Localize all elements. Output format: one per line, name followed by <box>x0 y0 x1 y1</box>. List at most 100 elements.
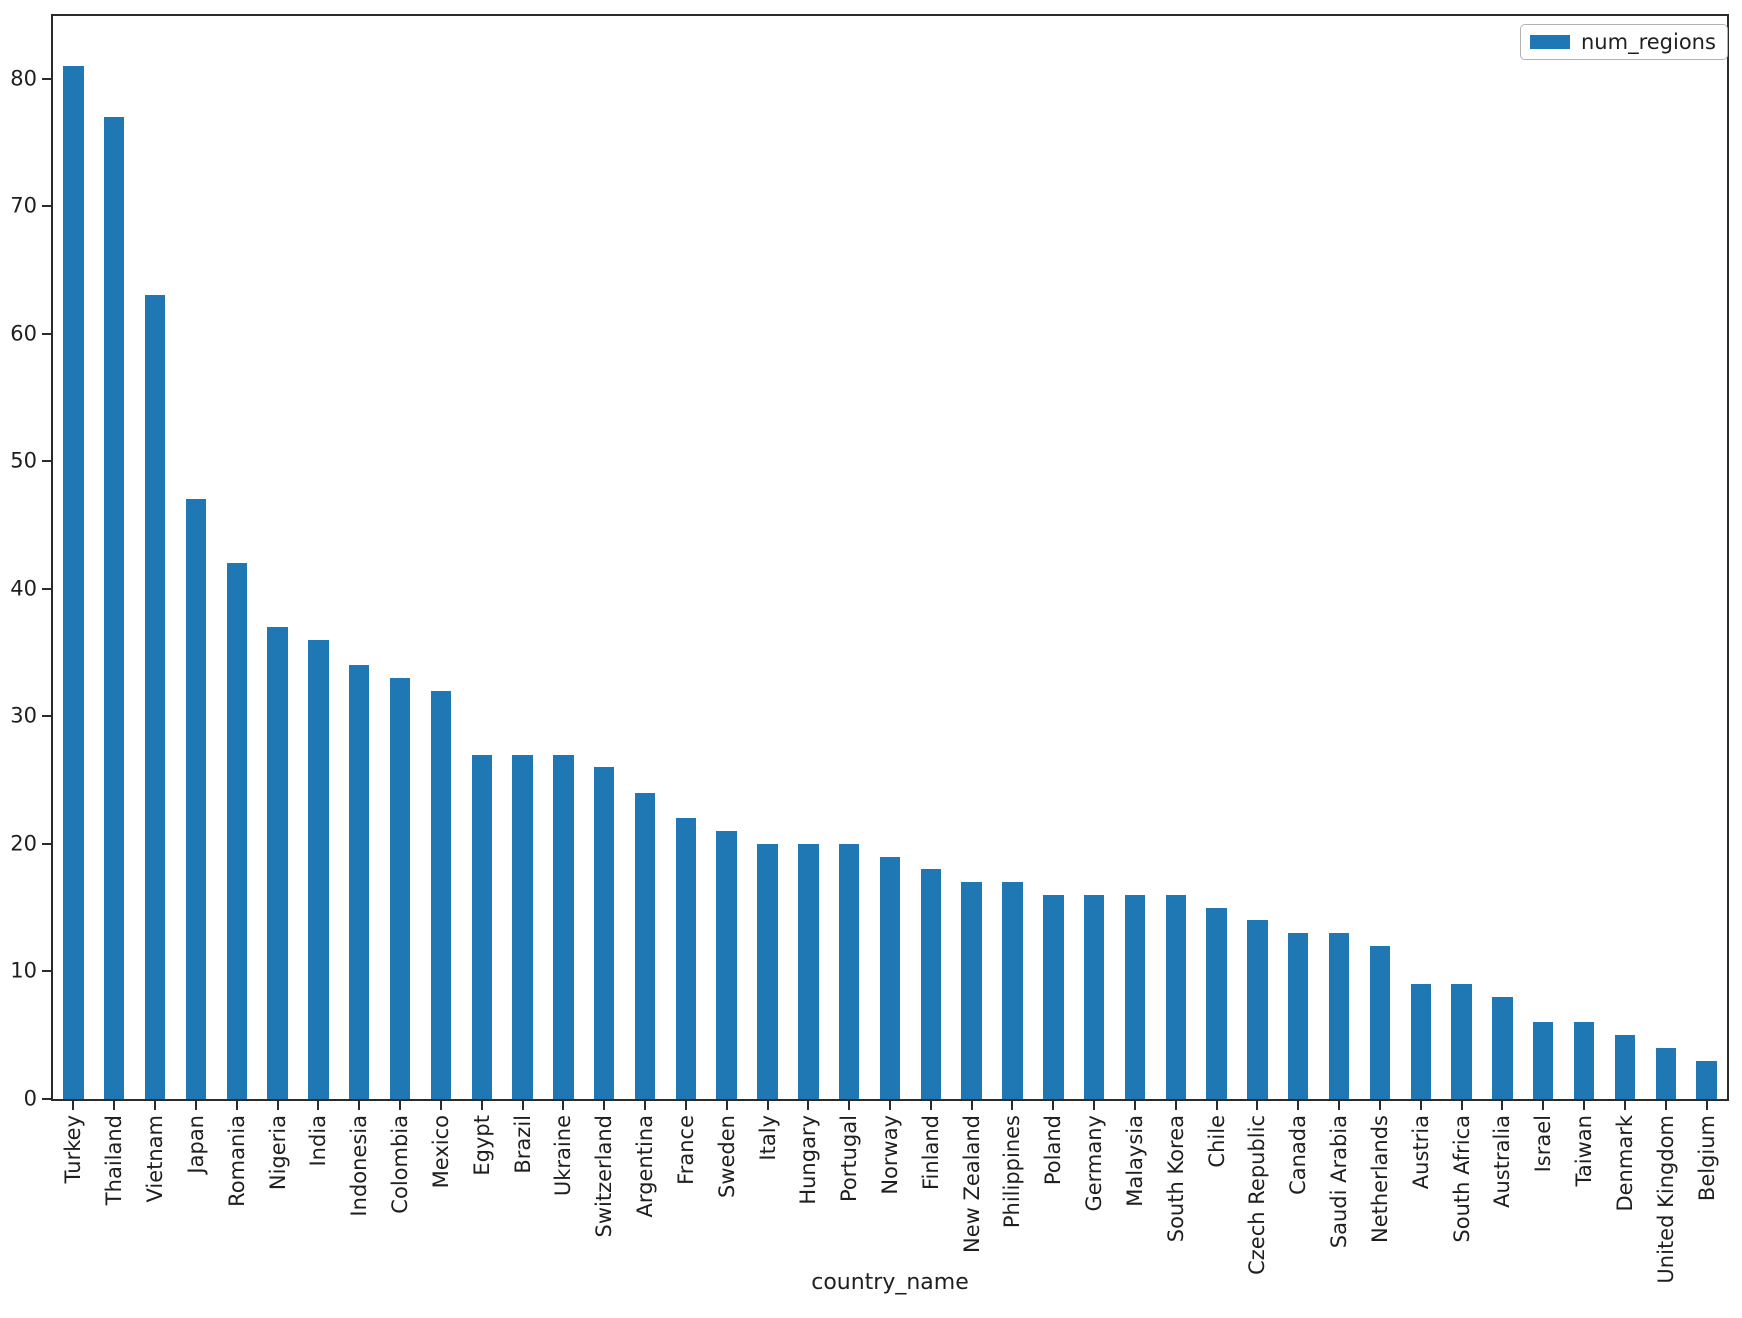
y-tick-label: 40 <box>10 576 37 601</box>
x-tick <box>1664 1101 1667 1110</box>
bar <box>389 678 411 1099</box>
bar <box>471 754 492 1099</box>
bar <box>920 869 942 1099</box>
legend-swatch-icon <box>1530 35 1570 49</box>
bar <box>1533 1022 1554 1099</box>
x-tick <box>154 1101 157 1110</box>
y-tick-label: 50 <box>10 448 37 473</box>
x-tick-label: Philippines <box>1000 1115 1025 1229</box>
x-tick-label: Netherlands <box>1367 1115 1392 1244</box>
bar <box>879 856 901 1099</box>
bar <box>1165 894 1186 1099</box>
x-tick <box>562 1101 565 1110</box>
x-tick <box>1623 1101 1626 1110</box>
y-tick <box>42 205 51 208</box>
x-tick <box>1052 1101 1055 1110</box>
x-tick <box>399 1101 402 1110</box>
bar <box>308 639 329 1099</box>
x-tick-label: Italy <box>755 1115 780 1161</box>
bar <box>185 499 207 1099</box>
x-tick <box>72 1101 75 1110</box>
bar <box>838 843 860 1099</box>
x-tick-label: Nigeria <box>265 1115 290 1191</box>
x-tick-label: Sweden <box>714 1115 739 1198</box>
x-tick <box>276 1101 279 1110</box>
bar <box>1043 894 1064 1099</box>
y-tick <box>42 842 51 845</box>
bar <box>1655 1047 1676 1099</box>
legend-label: num_regions <box>1581 30 1716 54</box>
x-tick-label: Portugal <box>837 1115 862 1202</box>
x-tick-label: United Kingdom <box>1653 1115 1678 1284</box>
x-tick <box>1338 1101 1341 1110</box>
x-tick <box>1133 1101 1136 1110</box>
bar <box>512 754 533 1099</box>
x-tick-label: Chile <box>1204 1115 1229 1168</box>
x-tick-label: Argentina <box>633 1115 658 1218</box>
bar <box>430 690 452 1099</box>
x-tick-label: Vietnam <box>143 1115 168 1203</box>
x-tick-label: Indonesia <box>347 1115 372 1217</box>
bar <box>1614 1035 1636 1099</box>
x-tick-label: Australia <box>1490 1115 1515 1208</box>
y-tick-label: 0 <box>23 1086 37 1111</box>
x-tick <box>439 1101 442 1110</box>
bar <box>634 792 656 1099</box>
x-tick-label: Ukraine <box>551 1115 576 1197</box>
x-tick <box>725 1101 728 1110</box>
bar <box>961 882 982 1099</box>
y-tick <box>42 332 51 335</box>
x-tick-label: Egypt <box>469 1115 494 1176</box>
x-tick-label: Saudi Arabia <box>1327 1115 1352 1249</box>
y-tick <box>42 970 51 973</box>
bar <box>63 65 84 1099</box>
bar <box>1002 882 1023 1099</box>
x-tick <box>1501 1101 1504 1110</box>
bar <box>1206 907 1227 1099</box>
bar <box>349 665 370 1099</box>
x-tick <box>1093 1101 1096 1110</box>
bar <box>1288 933 1309 1099</box>
y-tick <box>42 460 51 463</box>
x-tick-label: Turkey <box>61 1115 86 1184</box>
x-tick-label: Mexico <box>428 1115 453 1189</box>
y-tick-label: 70 <box>10 193 37 218</box>
bar <box>1451 984 1472 1099</box>
x-tick-label: Poland <box>1041 1115 1066 1186</box>
x-tick-label: Brazil <box>510 1115 535 1174</box>
x-tick <box>1705 1101 1708 1110</box>
bar <box>1369 945 1391 1099</box>
x-tick-label: Malaysia <box>1122 1115 1147 1207</box>
x-tick-label: Colombia <box>388 1115 413 1214</box>
x-tick <box>317 1101 320 1110</box>
x-tick-label: Thailand <box>102 1115 127 1206</box>
x-tick-label: India <box>306 1115 331 1167</box>
x-tick <box>889 1101 891 1110</box>
x-tick <box>807 1101 810 1110</box>
bar <box>675 818 697 1099</box>
x-tick-label: New Zealand <box>959 1115 984 1253</box>
bar <box>1247 920 1268 1099</box>
x-tick-label: Japan <box>183 1115 208 1174</box>
bar <box>104 116 125 1099</box>
y-tick <box>42 715 51 718</box>
bar <box>1573 1022 1595 1099</box>
x-tick-label: Romania <box>224 1115 249 1207</box>
x-tick-label: Norway <box>878 1115 902 1195</box>
x-tick-label: Finland <box>918 1115 943 1191</box>
plot-area: 0 10 20 30 40 50 60 70 80 Turkey Thailand Vietnam Ja… <box>10 14 1729 1284</box>
x-tick <box>1215 1101 1218 1110</box>
x-tick <box>1542 1101 1545 1110</box>
x-tick-label: Israel <box>1531 1115 1556 1173</box>
x-tick <box>970 1101 973 1110</box>
x-tick <box>1460 1101 1463 1110</box>
bar <box>1124 894 1146 1099</box>
bar <box>553 754 574 1099</box>
bar <box>1410 984 1431 1099</box>
x-tick-label: Austria <box>1408 1115 1433 1190</box>
x-tick <box>1297 1101 1300 1110</box>
y-tick <box>42 587 51 590</box>
bar <box>798 843 819 1099</box>
x-tick-label: Taiwan <box>1572 1115 1597 1187</box>
